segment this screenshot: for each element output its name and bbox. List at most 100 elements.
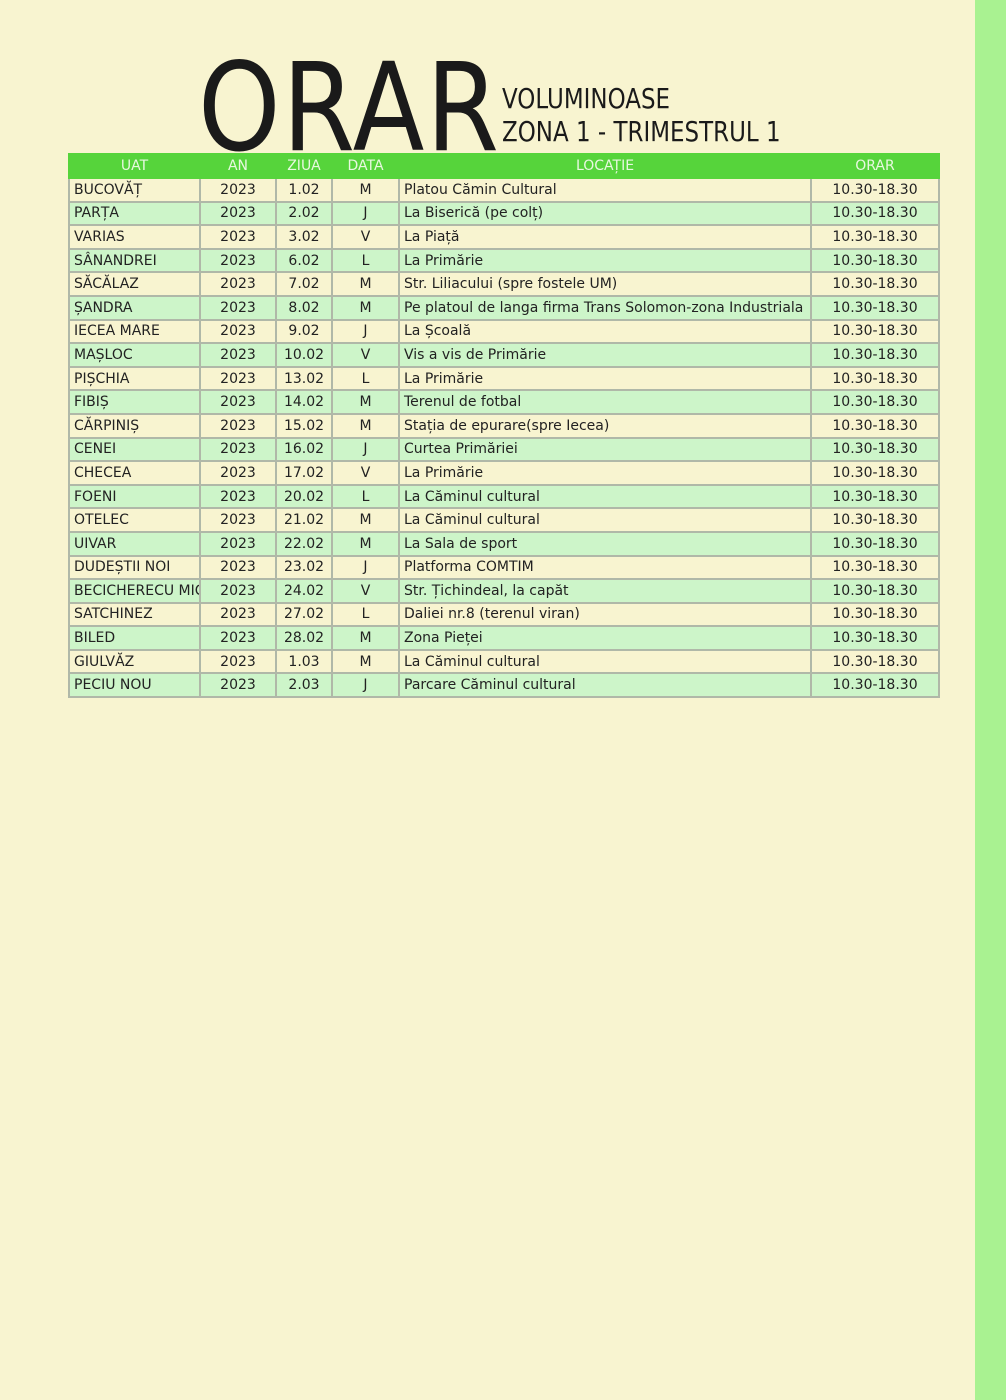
table-cell: 10.30-18.30 — [810, 389, 940, 415]
table-cell: Parcare Căminul cultural — [398, 672, 812, 699]
table-cell: 10.30-18.30 — [810, 271, 940, 297]
table-cell: CĂRPINIȘ — [68, 412, 201, 439]
table-cell: 10.30-18.30 — [810, 601, 940, 628]
table-cell: 10.30-18.30 — [810, 294, 940, 321]
table-cell: CHECEA — [68, 460, 201, 486]
side-strip — [975, 0, 1006, 1400]
table-cell: 10.30-18.30 — [810, 247, 940, 274]
table-cell: V — [331, 224, 400, 250]
table-cell: 2023 — [199, 247, 277, 274]
table-cell: La Școală — [398, 318, 812, 345]
table-row: FOENI 2023 20.02 L La Căminul cultural 10.30-… — [68, 483, 940, 510]
table-cell: La Primărie — [398, 247, 812, 274]
table-cell: MAȘLOC — [68, 342, 201, 368]
table-row: CĂRPINIȘ 2023 15.02 M Stația de epurare(spre… — [68, 412, 940, 439]
table-cell: V — [331, 342, 400, 368]
table-cell: GIULVĂZ — [68, 648, 201, 675]
table-cell: PIȘCHIA — [68, 365, 201, 392]
table-cell: VARIAS — [68, 224, 201, 250]
table-cell: 3.02 — [275, 224, 333, 250]
table-cell: 2023 — [199, 578, 277, 604]
table-cell: Daliei nr.8 (terenul viran) — [398, 601, 812, 628]
column-header: ZIUA — [275, 153, 333, 179]
table-cell: 2023 — [199, 530, 277, 557]
table-row: GIULVĂZ 2023 1.03 M La Căminul cultural 10.30… — [68, 648, 940, 675]
column-header: DATA — [331, 153, 400, 179]
table-cell: L — [331, 601, 400, 628]
table-cell: 2023 — [199, 200, 277, 227]
table-cell: IECEA MARE — [68, 318, 201, 345]
table-cell: 2.02 — [275, 200, 333, 227]
table-cell: 10.30-18.30 — [810, 365, 940, 392]
table-cell: 2023 — [199, 342, 277, 368]
table-cell: 23.02 — [275, 554, 333, 581]
table-cell: J — [331, 672, 400, 699]
table-cell: La Căminul cultural — [398, 483, 812, 510]
table-cell: 2023 — [199, 507, 277, 533]
table-cell: 6.02 — [275, 247, 333, 274]
table-cell: 2023 — [199, 554, 277, 581]
table-cell: SÂNANDREI — [68, 247, 201, 274]
table-cell: 8.02 — [275, 294, 333, 321]
table-cell: 2023 — [199, 672, 277, 699]
table-cell: M — [331, 507, 400, 533]
table-cell: 2023 — [199, 177, 277, 203]
table-cell: 10.30-18.30 — [810, 530, 940, 557]
table-cell: 1.02 — [275, 177, 333, 203]
table-cell: 2023 — [199, 483, 277, 510]
table-cell: 10.30-18.30 — [810, 342, 940, 368]
table-cell: 1.03 — [275, 648, 333, 675]
table-cell: 2023 — [199, 625, 277, 651]
table-cell: 17.02 — [275, 460, 333, 486]
table-cell: 14.02 — [275, 389, 333, 415]
table-cell: J — [331, 436, 400, 463]
table-cell: Curtea Primăriei — [398, 436, 812, 463]
table-cell: 10.02 — [275, 342, 333, 368]
table-cell: 10.30-18.30 — [810, 578, 940, 604]
table-cell: L — [331, 247, 400, 274]
table-row: VARIAS 2023 3.02 V La Piață 10.30-18.30 — [68, 224, 940, 250]
table-cell: Zona Pieței — [398, 625, 812, 651]
table-row: UIVAR 2023 22.02 M La Sala de sport 10.30-18.… — [68, 530, 940, 557]
column-header: ORAR — [810, 153, 940, 179]
table-cell: La Căminul cultural — [398, 507, 812, 533]
table-cell: V — [331, 460, 400, 486]
table-row: BILED 2023 28.02 M Zona Pieței 10.30-18.30 — [68, 625, 940, 651]
table-cell: 10.30-18.30 — [810, 672, 940, 699]
table-cell: La Primărie — [398, 460, 812, 486]
table-cell: 10.30-18.30 — [810, 412, 940, 439]
table-row: PIȘCHIA 2023 13.02 L La Primărie 10.30-18.30 — [68, 365, 940, 392]
table-cell: 22.02 — [275, 530, 333, 557]
table-cell: La Piață — [398, 224, 812, 250]
table-cell: 2023 — [199, 224, 277, 250]
table-cell: CENEI — [68, 436, 201, 463]
table-cell: M — [331, 412, 400, 439]
table-cell: 2023 — [199, 412, 277, 439]
table-cell: 10.30-18.30 — [810, 177, 940, 203]
table-cell: ȘANDRA — [68, 294, 201, 321]
table-cell: 10.30-18.30 — [810, 436, 940, 463]
table-cell: M — [331, 294, 400, 321]
table-cell: 10.30-18.30 — [810, 224, 940, 250]
table-cell: 9.02 — [275, 318, 333, 345]
table-cell: 7.02 — [275, 271, 333, 297]
table-cell: BUCOVĂȚ — [68, 177, 201, 203]
table-cell: L — [331, 365, 400, 392]
table-cell: 10.30-18.30 — [810, 648, 940, 675]
table-row: PARȚA 2023 2.02 J La Biserică (pe colț) 10.30… — [68, 200, 940, 227]
table-cell: 2.03 — [275, 672, 333, 699]
table-cell: Stația de epurare(spre Iecea) — [398, 412, 812, 439]
table-cell: SATCHINEZ — [68, 601, 201, 628]
table-cell: M — [331, 177, 400, 203]
table-cell: Str. Liliacului (spre fostele UM) — [398, 271, 812, 297]
header-row: UAT AN ZIUA DATA LOCAȚIE ORAR — [68, 153, 940, 179]
table-row: PECIU NOU 2023 2.03 J Parcare Căminul cultur… — [68, 672, 940, 699]
table-cell: DUDEȘTII NOI — [68, 554, 201, 581]
column-header: LOCAȚIE — [398, 153, 812, 179]
table-cell: Str. Țichindeal, la capăt — [398, 578, 812, 604]
table-cell: 2023 — [199, 294, 277, 321]
table-cell: M — [331, 625, 400, 651]
table-row: BUCOVĂȚ 2023 1.02 M Platou Cămin Cultural 10.… — [68, 177, 940, 203]
table-cell: 28.02 — [275, 625, 333, 651]
